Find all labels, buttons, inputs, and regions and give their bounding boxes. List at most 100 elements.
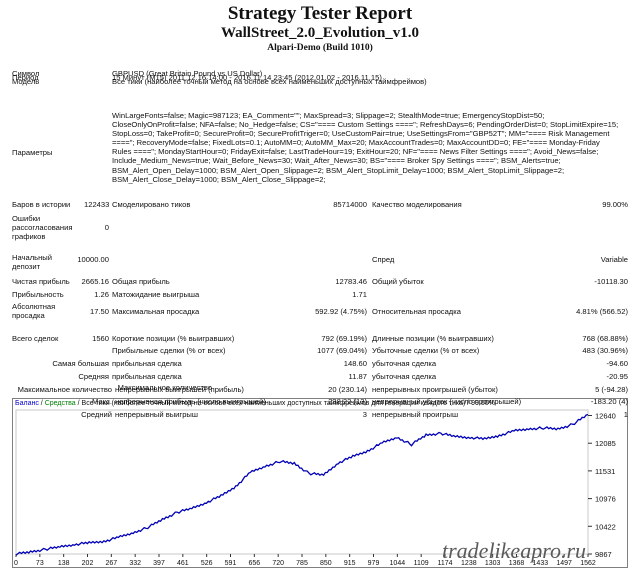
bars-label: Баров в истории <box>12 200 71 209</box>
x-tick-label: 785 <box>296 560 308 567</box>
period-value: 15 Минут (M15) 2011.12.16 14:00 - 2016.1… <box>112 73 382 82</box>
avg-prefix: Средняя <box>78 372 109 381</box>
maxcnt-loss-label: непрерывных проигрышей (убыток) <box>372 385 498 394</box>
x-tick-label: 267 <box>105 560 117 567</box>
x-tick-label: 1368 <box>509 560 525 567</box>
x-tick-label: 1562 <box>580 560 596 567</box>
ticks-label: Смоделировано тиков <box>112 200 191 209</box>
model-value: Все тики (наиболее точный метод на основ… <box>112 77 427 86</box>
y-tick-label: 11531 <box>595 467 615 476</box>
x-tick-label: 397 <box>153 560 165 567</box>
largest-profit-value: 148.60 <box>343 359 367 368</box>
loss-trades-value: 483 (30.96%) <box>582 346 628 355</box>
abs-dd-label: Абсолютная просадка <box>12 302 56 320</box>
gross-profit-value: 12783.46 <box>335 277 367 286</box>
errors-value: 0 <box>104 223 109 232</box>
pf-value: 1.26 <box>94 290 109 299</box>
x-tick-label: 1433 <box>533 560 549 567</box>
avg-loss-value: -20.95 <box>606 372 628 381</box>
net-label: Чистая прибыль <box>12 277 70 286</box>
avgcons-loss-value: 1 <box>623 410 628 419</box>
params-value: WinLargeFonts=false; Magic=987123; EA_Co… <box>112 111 619 184</box>
gross-loss-label: Общий убыток <box>372 277 424 286</box>
errors-label: Ошибки рассогласования графиков <box>12 214 73 241</box>
avgcons-win-label: непрерывный выигрыш <box>115 410 198 419</box>
largest-prefix: Самая большая <box>52 359 109 368</box>
gross-profit-label: Общая прибыль <box>112 277 170 286</box>
profit-trades-label: Прибыльные сделки (% от всех) <box>112 346 226 355</box>
long-value: 768 (68.88%) <box>582 334 628 343</box>
avg-profit-label: прибыльная сделка <box>112 372 182 381</box>
y-tick-label: 9867 <box>595 550 612 559</box>
quality-value: 99.00% <box>602 200 628 209</box>
y-tick-label: 10422 <box>595 522 616 531</box>
expect-label: Матожидание выигрыша <box>112 290 200 299</box>
x-tick-label: 1238 <box>461 560 477 567</box>
x-tick-label: 656 <box>248 560 260 567</box>
largest-profit-label: прибыльная сделка <box>112 359 182 368</box>
x-tick-label: 332 <box>129 560 141 567</box>
x-tick-label: 138 <box>58 560 70 567</box>
maxcnt-win-label: непрерывных выигрышей (прибыль) <box>115 385 244 394</box>
period-label: Период <box>12 73 39 82</box>
abs-dd-value: 17.50 <box>89 307 109 316</box>
legend-model: / Все тики (наиболее точный метод на осн… <box>77 400 495 407</box>
balance-line <box>15 413 589 556</box>
max-dd-value: 592.92 (4.75%) <box>315 307 367 316</box>
x-tick-label: 979 <box>368 560 380 567</box>
x-tick-label: 73 <box>36 560 44 567</box>
server-name: Alpari-Demo (Build 1010) <box>267 43 373 53</box>
short-value: 792 (69.19%) <box>321 334 367 343</box>
maxcnt-prefix: Максимальное количество <box>17 385 112 394</box>
x-tick-label: 202 <box>82 560 94 567</box>
model-label: Модель <box>12 77 40 86</box>
x-tick-label: 1109 <box>414 560 429 567</box>
report-title: Strategy Tester Report <box>227 3 413 24</box>
y-tick-label: 12085 <box>595 439 616 448</box>
maxamt-prefix: Макс. <box>92 397 112 406</box>
x-tick-label: 1497 <box>556 560 572 567</box>
x-tick-label: 461 <box>177 560 189 567</box>
maxamt-win-value: 238.22 (13) <box>328 397 367 406</box>
avgcons-prefix: Средний <box>81 410 112 419</box>
avg-profit-value: 11.87 <box>348 372 367 381</box>
long-label: Длинные позиции (% выигравших) <box>372 334 494 343</box>
rel-dd-label: Относительная просадка <box>372 307 461 316</box>
maxamt-loss-label: непрерывный убыток (число проигрышей) <box>372 397 522 406</box>
maxcnt-loss-value: 5 (-94.28) <box>595 385 628 394</box>
x-tick-label: 0 <box>14 560 18 567</box>
largest-loss-label: убыточная сделка <box>372 359 437 368</box>
balance-chart-svg: 9867 10422 10976 11531 12085 12640 0 73 138 202 26… <box>12 398 628 568</box>
max-dd-label: Максимальная просадка <box>112 307 200 316</box>
total-value: 1560 <box>92 334 109 343</box>
net-value: 2665.16 <box>81 277 109 286</box>
x-tick-label: 526 <box>201 560 213 567</box>
symbol-value: GBPUSD (Great Britain Pound vs US Dollar… <box>112 69 263 78</box>
symbol-label: Символ <box>12 69 40 78</box>
x-tick-label: 850 <box>320 560 332 567</box>
x-tick-label: 591 <box>225 560 237 567</box>
y-tick-label: 12640 <box>595 411 616 420</box>
avgcons-win-value: 3 <box>362 410 367 419</box>
gross-loss-value: -10118.30 <box>594 277 628 286</box>
x-tick-label: 1044 <box>390 560 406 567</box>
total-label: Всего сделок <box>12 334 59 343</box>
avgcons-loss-label: непрерывный проигрыш <box>372 410 459 419</box>
x-tick-label: 915 <box>344 560 356 567</box>
bars-value: 122433 <box>84 200 110 209</box>
legend-equity: Средства <box>44 400 76 407</box>
expert-name: WallStreet_2.0_Evolution_v1.0 <box>220 25 420 41</box>
quality-label: Качество моделирования <box>372 200 462 209</box>
maxamt-loss-value: -183.20 (4) <box>590 397 628 406</box>
x-tick-label: 1174 <box>437 560 452 567</box>
profit-trades-value: 1077 (69.04%) <box>317 346 367 355</box>
deposit-label: Начальный депозит <box>12 253 53 271</box>
maxcnt-win-value: 20 (230.14) <box>328 385 367 394</box>
short-label: Короткие позиции (% выигравших) <box>112 334 235 343</box>
watermark: tradelikeapro.ru <box>442 538 586 563</box>
balance-chart: 9867 10422 10976 11531 12085 12640 0 73 138 202 26… <box>12 398 628 568</box>
ticks-value: 85714000 <box>333 200 367 209</box>
x-tick-label: 720 <box>272 560 284 567</box>
maxamt-win-label: непрерывная прибыль (число выигрышей) <box>115 397 266 406</box>
largest-loss-value: -94.60 <box>606 359 628 368</box>
